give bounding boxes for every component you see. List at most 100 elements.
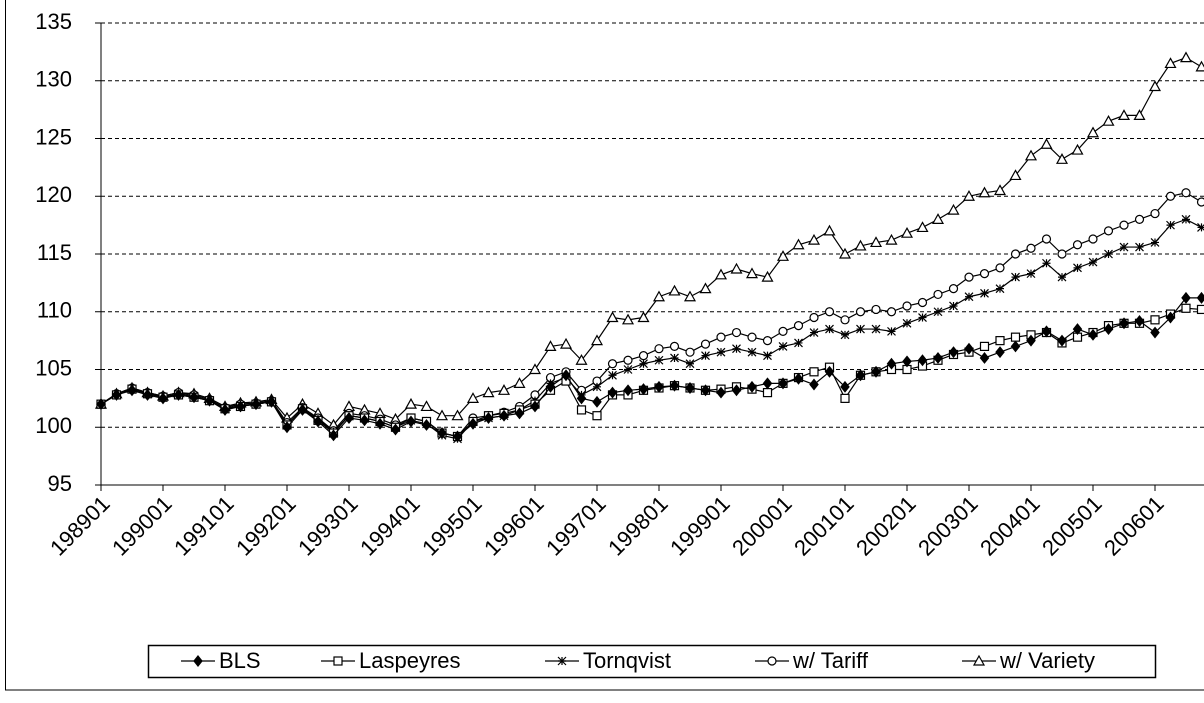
marker [639,359,648,369]
marker [592,382,602,392]
marker [637,311,650,323]
marker [840,380,850,393]
marker [685,347,695,357]
marker [871,324,881,334]
marker [528,363,542,375]
marker [513,377,526,388]
legend-label: Tornqvist [583,648,671,673]
marker [980,288,989,298]
marker [933,307,943,317]
marker [1166,220,1175,230]
chart-frame [5,0,1204,691]
marker [1181,214,1191,224]
marker [1134,315,1145,327]
marker [468,417,478,430]
marker [809,328,819,337]
marker [1026,334,1036,347]
marker [1057,334,1067,347]
marker [437,427,447,439]
marker [683,290,697,302]
marker [1073,263,1082,273]
marker [995,336,1005,346]
marker [1117,109,1131,120]
marker [902,301,912,311]
marker [793,372,804,385]
marker [266,395,277,408]
marker [1195,60,1204,72]
legend-marker [767,656,777,666]
marker [995,284,1005,294]
marker [701,351,710,361]
marker [823,224,836,236]
marker [1026,243,1036,253]
marker [916,221,929,233]
marker [887,326,896,336]
marker [638,383,649,396]
marker [871,365,881,378]
legend-label: w/ Tariff [792,648,869,673]
marker [1134,214,1145,224]
marker [1119,317,1129,330]
marker [1057,249,1067,259]
legend-label: BLS [219,648,261,673]
marker [869,236,883,248]
marker [716,332,726,342]
marker [933,289,943,300]
marker [654,380,664,393]
marker [590,334,604,346]
marker [762,388,773,398]
marker [499,409,509,422]
legend-marker [557,656,567,666]
marker [762,377,773,390]
marker [716,347,726,357]
marker [592,411,602,421]
marker [824,365,835,378]
marker [1104,249,1113,259]
marker [1040,138,1053,149]
marker [514,407,525,420]
marker [979,351,990,364]
y-tick-label: 100 [35,413,72,438]
marker [173,388,184,401]
marker [840,315,850,325]
legend-item: Tornqvist [545,648,671,673]
marker [838,247,852,259]
marker [189,391,199,404]
marker [949,301,958,311]
marker [1042,258,1051,268]
marker [964,342,974,355]
marker [1041,325,1052,338]
marker [1119,220,1129,230]
marker [344,412,354,424]
marker [1150,326,1160,339]
marker [700,339,711,349]
marker [885,233,898,245]
marker [1135,242,1144,252]
marker [375,417,385,430]
marker [794,338,803,348]
marker [917,354,928,367]
marker [1010,332,1021,342]
marker [793,321,804,331]
marker [1057,272,1067,282]
marker [731,384,742,397]
marker [1150,315,1160,325]
marker [1024,149,1038,161]
marker [1071,143,1084,155]
y-tick-label: 105 [35,355,72,380]
marker [561,369,571,382]
marker [1150,208,1160,219]
marker [390,423,401,436]
marker [948,284,959,294]
marker [497,384,511,395]
legend-item: w/ Tariff [755,648,869,673]
marker [855,369,866,382]
marker [778,377,788,390]
marker [979,269,990,279]
marker [1165,311,1176,324]
legend-marker [193,655,203,667]
marker [995,346,1005,359]
marker [142,388,153,401]
marker [840,330,850,340]
marker [699,282,712,294]
